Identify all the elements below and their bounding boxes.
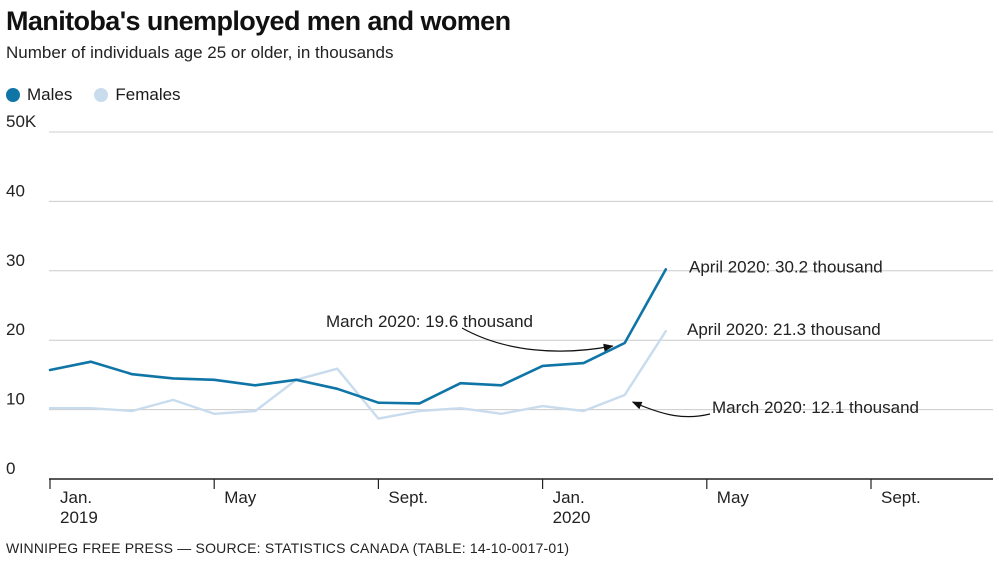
y-tick-label-30: 30 [6, 251, 25, 270]
x-tick-sublabel-0: 2019 [60, 508, 98, 527]
annotation-females-march: March 2020: 12.1 thousand [712, 398, 919, 417]
y-tick-label-0: 0 [6, 459, 15, 478]
legend: Males Females [6, 85, 203, 105]
chart-title: Manitoba's unemployed men and women [6, 6, 511, 36]
y-tick-label-50: 50K [6, 112, 37, 131]
legend-swatch-males [6, 88, 20, 102]
series-line-males [48, 268, 668, 405]
annotation-males-april: April 2020: 30.2 thousand [689, 257, 883, 276]
legend-label-males: Males [27, 85, 73, 104]
y-tick-label-40: 40 [6, 181, 25, 200]
legend-item-males: Males [6, 85, 72, 105]
y-tick-label-20: 20 [6, 320, 25, 339]
x-tick-label-12: Jan. [553, 488, 585, 507]
source-credit: WINNIPEG FREE PRESS — SOURCE: STATISTICS… [6, 540, 570, 556]
x-tick-sublabel-12: 2020 [553, 508, 591, 527]
annotation-arrow-females-march [631, 401, 711, 418]
chart-subtitle: Number of individuals age 25 or older, i… [6, 43, 394, 62]
annotation-males-march: March 2020: 19.6 thousand [326, 312, 533, 331]
annotation-arrow-males-march [461, 327, 614, 352]
legend-item-females: Females [94, 85, 181, 105]
x-tick-label-8: Sept. [388, 488, 428, 507]
legend-swatch-females [94, 88, 109, 102]
series-line-females [48, 330, 667, 420]
y-tick-label-10: 10 [6, 390, 25, 409]
x-tick-label-20: Sept. [881, 488, 921, 507]
x-tick-label-0: Jan. [60, 488, 92, 507]
annotation-females-april: April 2020: 21.3 thousand [687, 320, 881, 339]
x-tick-label-16: May [717, 488, 750, 507]
x-tick-label-4: May [224, 488, 257, 507]
legend-label-females: Females [115, 85, 181, 104]
